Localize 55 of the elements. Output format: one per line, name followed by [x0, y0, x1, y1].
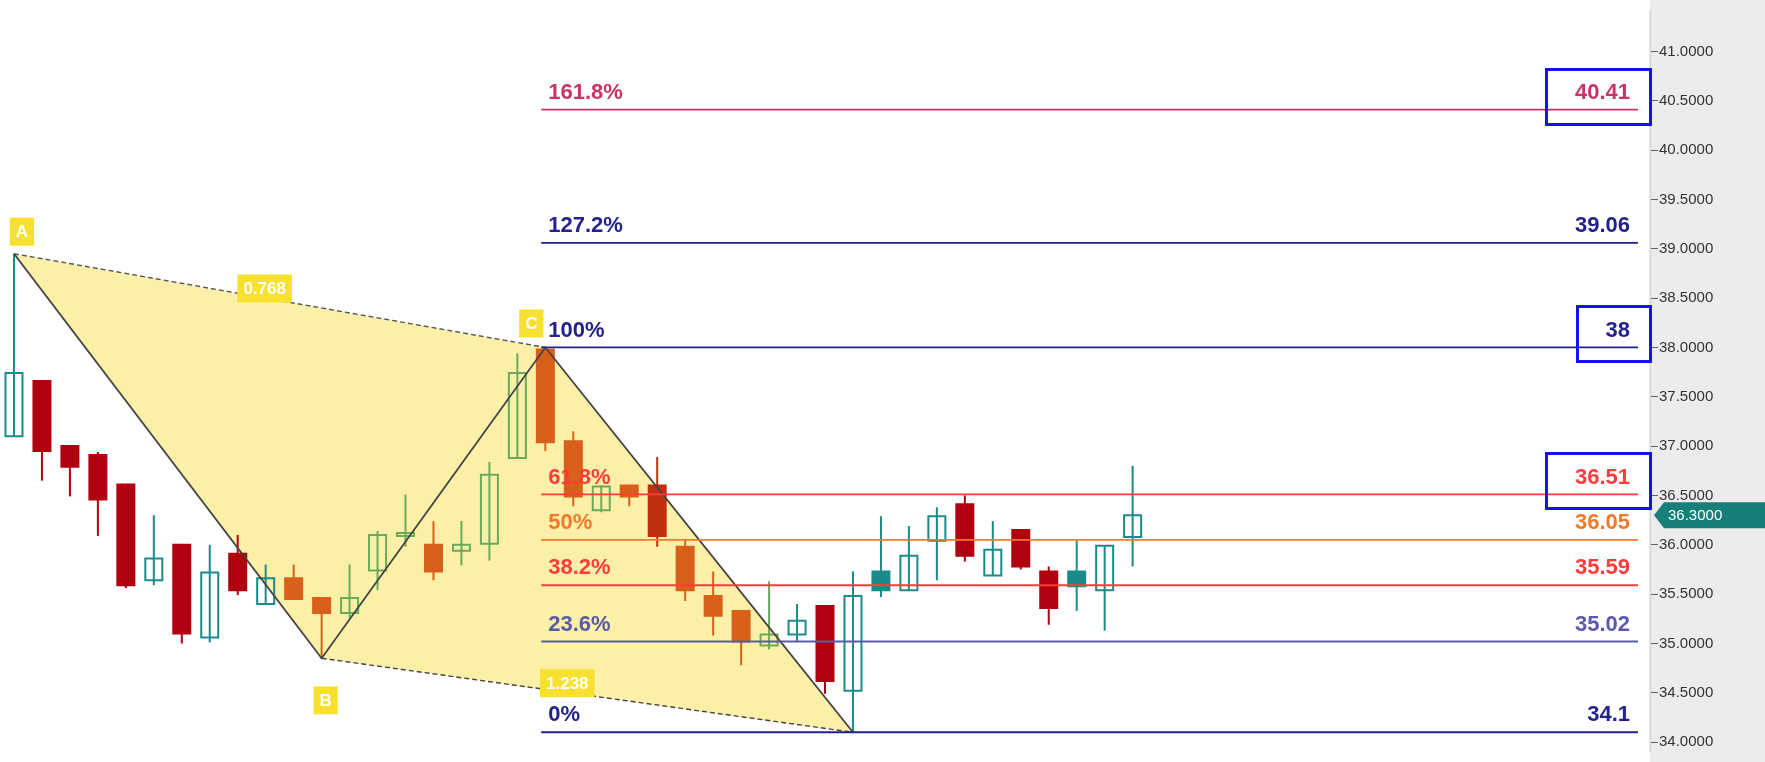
y-tick-label: 39.5000: [1659, 189, 1714, 207]
candlestick: [591, 484, 611, 514]
candlestick: [927, 506, 947, 582]
annotation: 23.6%: [548, 610, 611, 636]
y-tick-label: 36.5000: [1659, 485, 1714, 503]
candlestick: [200, 543, 220, 644]
candlestick: [4, 252, 24, 438]
y-tick-label: 40.5000: [1659, 90, 1714, 108]
annotation: C: [525, 314, 538, 334]
candlestick: [843, 570, 863, 734]
ref-line-label: 36.05: [1574, 508, 1630, 534]
candlestick: [759, 580, 779, 651]
y-tick-label: 35.5000: [1659, 584, 1714, 602]
y-tick-label: 36.0000: [1659, 534, 1714, 552]
candlestick: [144, 514, 164, 587]
annotation: 0%: [548, 701, 580, 727]
text: 36.3000: [1668, 506, 1723, 524]
annotation: 50%: [548, 508, 593, 534]
candlestick: [256, 563, 276, 605]
y-tick-label: 37.5000: [1659, 386, 1714, 404]
candlestick: [396, 493, 416, 548]
ref-line-label: 34.1: [1587, 701, 1630, 727]
candlestick: [899, 525, 919, 592]
ref-line-label: 35.02: [1574, 610, 1630, 636]
annotation: 38.2%: [548, 554, 611, 580]
ref-line-label: 35.59: [1574, 554, 1630, 580]
ref-line-label: 38: [1605, 316, 1630, 342]
candlestick: [479, 460, 499, 562]
y-tick-label: 40.0000: [1659, 140, 1714, 158]
ref-line-label: 36.51: [1574, 463, 1630, 489]
y-tick-label: 34.0000: [1659, 732, 1714, 750]
ref-line-label: 40.41: [1574, 78, 1630, 104]
candlestick: [983, 520, 1003, 577]
candlestick: [1123, 464, 1143, 568]
y-tick-label: 34.5000: [1659, 682, 1714, 700]
y-tick-label: 38.0000: [1659, 337, 1714, 355]
y-tick-label: 39.0000: [1659, 238, 1714, 256]
annotation: 127.2%: [548, 211, 623, 237]
candlestick: [1095, 544, 1115, 632]
candlestick: [451, 520, 471, 567]
ref-line-label: 39.06: [1574, 211, 1630, 237]
annotation: A: [15, 222, 29, 242]
y-tick-label: 35.0000: [1659, 633, 1714, 651]
annotation: 0.768: [243, 279, 286, 299]
annotation: 100%: [548, 316, 605, 342]
annotation: 1.238: [546, 673, 589, 693]
candlestick: [787, 603, 807, 643]
annotation: 161.8%: [548, 78, 623, 104]
candlestick: [368, 529, 388, 592]
y-tick-label: 41.0000: [1659, 41, 1714, 59]
candlestick: [340, 563, 360, 619]
candlestick: [507, 352, 527, 459]
annotation: B: [319, 690, 332, 710]
y-tick-label: 37.0000: [1659, 436, 1714, 454]
y-tick-label: 38.5000: [1659, 288, 1714, 306]
